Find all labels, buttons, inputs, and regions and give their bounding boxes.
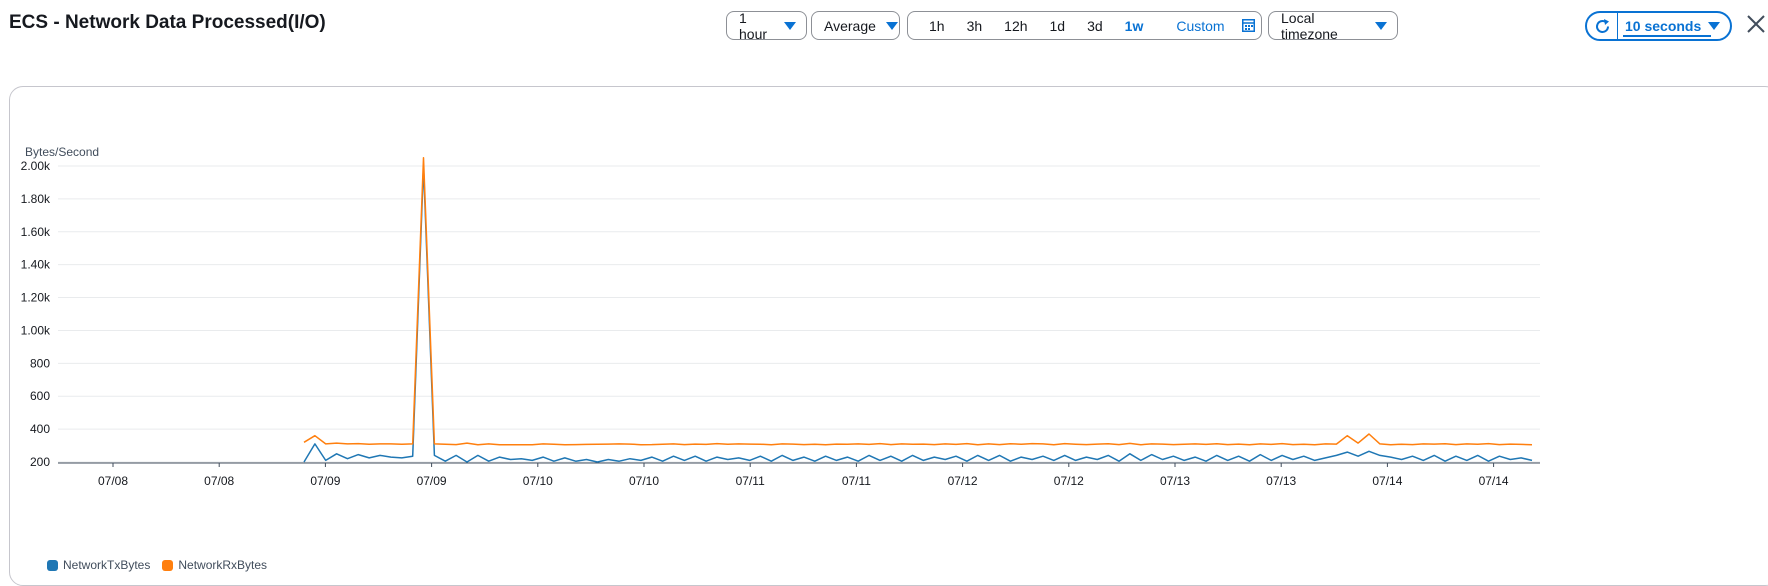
legend-label: NetworkRxBytes xyxy=(178,558,268,572)
timezone-select[interactable]: Local timezone xyxy=(1268,9,1398,42)
legend-item-tx[interactable]: NetworkTxBytes xyxy=(47,558,150,572)
range-3d[interactable]: 3d xyxy=(1087,17,1103,34)
range-custom[interactable]: Custom xyxy=(1154,18,1265,34)
range-12h[interactable]: 12h xyxy=(1004,17,1028,34)
x-tick-label: 07/13 xyxy=(1266,474,1296,488)
close-icon[interactable] xyxy=(1745,13,1767,35)
caret-down-icon xyxy=(1708,22,1720,30)
legend-item-rx[interactable]: NetworkRxBytes xyxy=(162,558,267,572)
caret-down-icon xyxy=(885,21,898,30)
x-tick-label: 07/09 xyxy=(417,474,447,488)
x-tick-label: 07/13 xyxy=(1160,474,1190,488)
range-custom-label: Custom xyxy=(1176,17,1225,34)
chart-legend: NetworkTxBytes NetworkRxBytes xyxy=(47,558,267,572)
y-tick-label: 600 xyxy=(30,389,50,403)
period-select-value: 1 hour xyxy=(739,9,768,42)
y-tick-label: 200 xyxy=(30,455,50,469)
range-1w[interactable]: 1w xyxy=(1124,17,1144,34)
refresh-icon xyxy=(1595,18,1609,33)
x-tick-label: 07/09 xyxy=(310,474,340,488)
y-tick-label: 800 xyxy=(30,356,50,370)
refresh-button[interactable] xyxy=(1587,13,1618,39)
range-1h[interactable]: 1h xyxy=(929,17,945,34)
y-tick-label: 1.40k xyxy=(21,258,51,272)
x-tick-label: 07/12 xyxy=(948,474,978,488)
range-1d[interactable]: 1d xyxy=(1049,17,1066,34)
refresh-progress xyxy=(1623,35,1711,37)
legend-label: NetworkTxBytes xyxy=(63,558,151,572)
page-title: ECS - Network Data Processed(I/O) xyxy=(9,12,326,33)
time-range-selector: 1h 3h 12h 1d 3d 1w Custom xyxy=(907,11,1262,40)
y-tick-label: 400 xyxy=(30,422,50,436)
y-axis-label: Bytes/Second xyxy=(25,145,100,159)
y-tick-label: 1.60k xyxy=(21,225,51,239)
range-3h[interactable]: 3h xyxy=(966,17,983,34)
legend-swatch xyxy=(47,559,58,571)
y-tick-label: 1.80k xyxy=(21,192,51,206)
timezone-select-value: Local timezone xyxy=(1281,9,1338,42)
x-tick-label: 07/10 xyxy=(629,474,659,488)
refresh-interval-select[interactable]: 10 seconds xyxy=(1625,18,1702,34)
series-line-tx[interactable] xyxy=(303,165,1533,463)
y-tick-label: 1.00k xyxy=(21,323,51,337)
period-select[interactable]: 1 hour xyxy=(726,9,807,42)
x-tick-label: 07/11 xyxy=(736,474,765,488)
y-tick-label: 2.00k xyxy=(21,159,51,173)
x-tick-label: 07/14 xyxy=(1372,474,1402,488)
x-tick-label: 07/14 xyxy=(1479,474,1509,488)
chart-panel xyxy=(9,86,1768,586)
refresh-control: 10 seconds xyxy=(1585,11,1732,41)
series-line-rx[interactable] xyxy=(303,157,1533,446)
caret-down-icon xyxy=(784,21,796,30)
y-tick-label: 1.20k xyxy=(21,291,51,305)
statistic-select-value: Average xyxy=(824,17,876,34)
x-tick-label: 07/08 xyxy=(204,474,234,488)
calendar-icon xyxy=(1241,19,1255,32)
caret-down-icon xyxy=(1375,21,1387,30)
x-tick-label: 07/10 xyxy=(523,474,553,488)
x-tick-label: 07/12 xyxy=(1054,474,1084,488)
legend-swatch xyxy=(162,559,174,571)
statistic-select[interactable]: Average xyxy=(811,11,900,40)
x-tick-label: 07/11 xyxy=(842,474,871,488)
x-tick-label: 07/08 xyxy=(98,474,128,488)
